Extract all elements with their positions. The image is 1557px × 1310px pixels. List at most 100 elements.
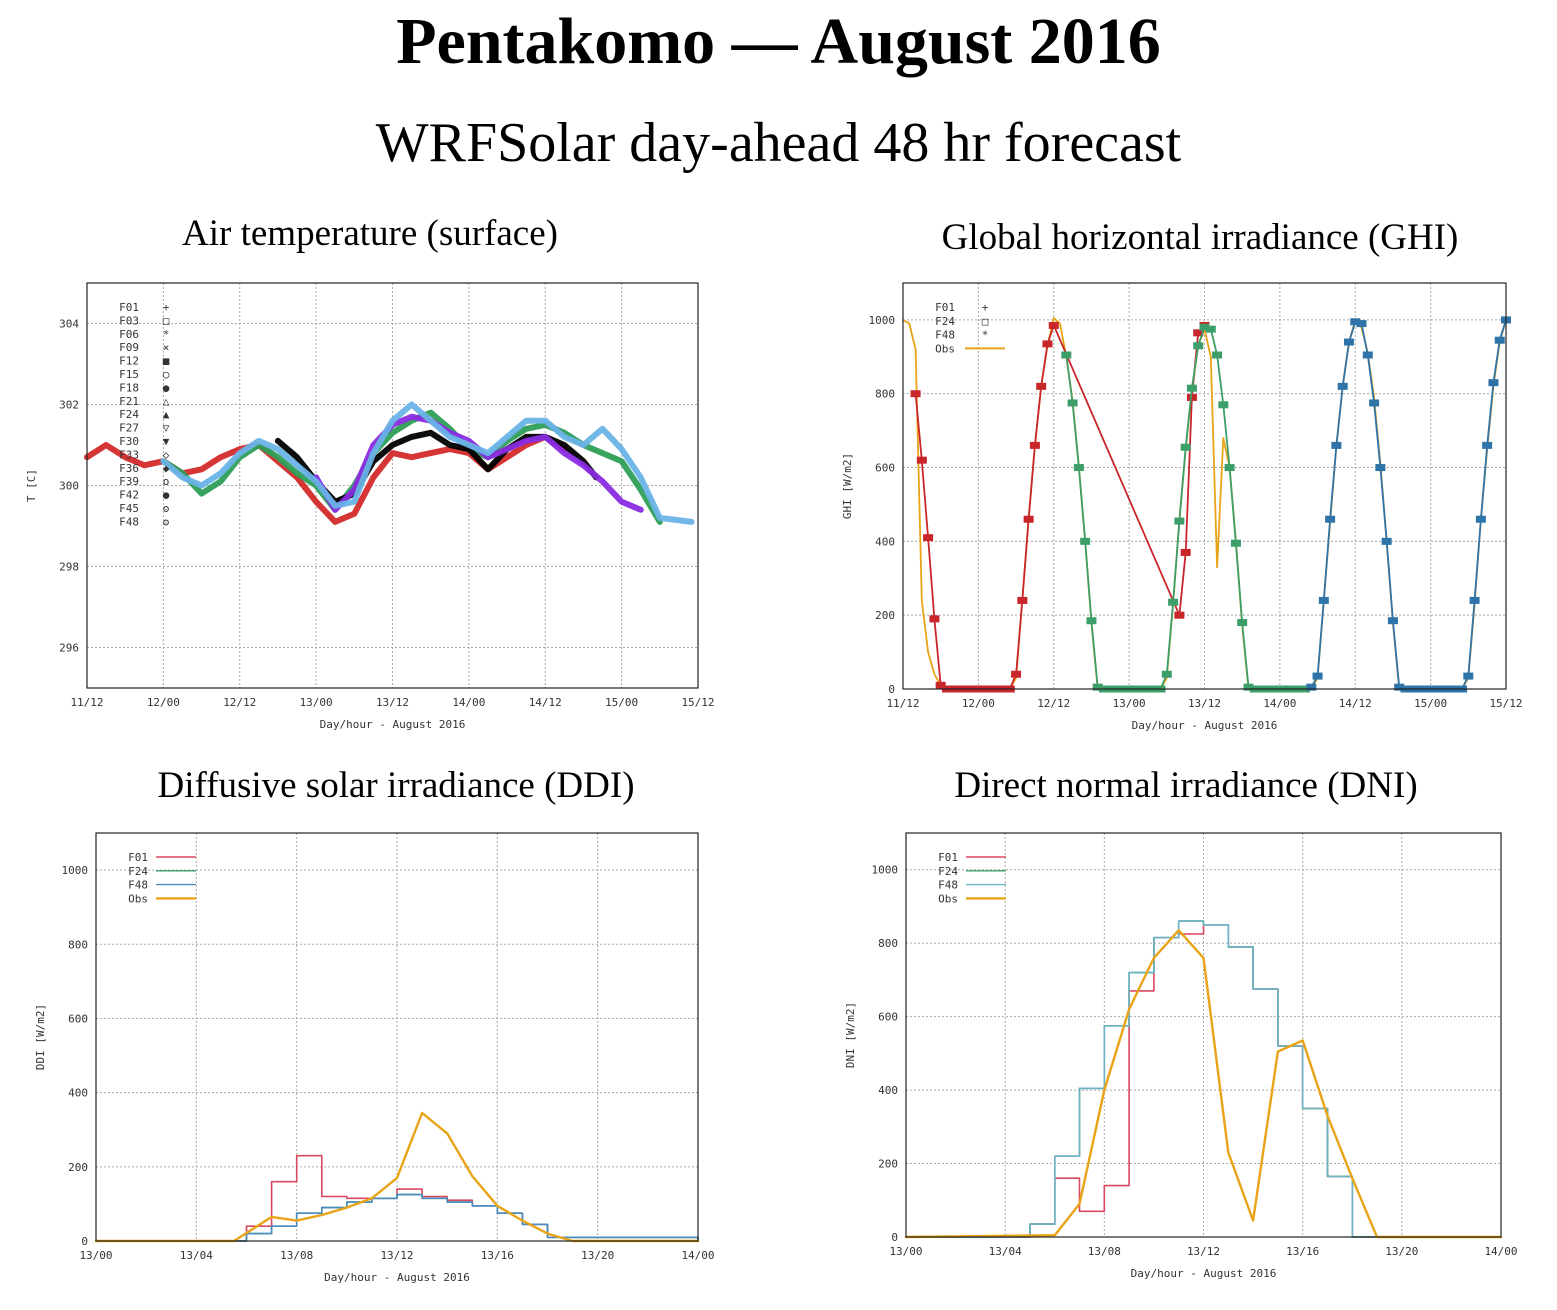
- dni-y-tick-label: 600: [878, 1011, 898, 1024]
- ddi-x-tick-label: 13/08: [280, 1249, 313, 1262]
- temp-x-tick-label: 11/12: [70, 696, 103, 709]
- temp-x-tick-label: 15/12: [681, 696, 714, 709]
- temp-x-tick-label: 12/12: [223, 696, 256, 709]
- temp-legend-label: F06: [119, 328, 139, 341]
- ddi-chart: 13/00 13/04 13/08 13/12 13/16 13/20 14/00 0 200 4…: [34, 832, 715, 1284]
- ghi-y-tick-label: 400: [875, 535, 895, 548]
- ghi-x-tick-label: 12/12: [1037, 697, 1070, 710]
- ghi-point-F24: [1086, 617, 1097, 625]
- temp-legend-marker: ʘ: [163, 502, 170, 515]
- ghi-point-F01: [1023, 515, 1034, 523]
- ghi-point-F24: [1161, 670, 1172, 678]
- temp-chart-title: Air temperature (surface): [182, 213, 558, 254]
- ghi-y-tick-label: 600: [875, 462, 895, 475]
- ghi-point-F48: [1463, 672, 1474, 680]
- ghi-point-F24: [1073, 464, 1084, 472]
- dni-y-tick-label: 1000: [872, 864, 899, 877]
- ghi-point-F48: [1488, 379, 1499, 387]
- temp-x-tick-label: 12/00: [147, 696, 180, 709]
- ghi-point-F24: [1186, 384, 1197, 392]
- ddi-y-tick-label: 400: [68, 1087, 88, 1100]
- dni-x-tick-label: 13/20: [1385, 1245, 1418, 1258]
- ghi-point-F48: [1381, 537, 1392, 545]
- temp-legend-marker: *: [163, 328, 170, 341]
- ghi-point-F01: [1011, 670, 1022, 678]
- dni-series-F48: [905, 920, 1502, 1238]
- ghi-point-F48: [1375, 464, 1386, 472]
- ghi-y-tick-label: 1000: [869, 314, 896, 327]
- temp-legend-label: F48: [119, 515, 139, 528]
- ghi-x-axis-label: Day/hour - August 2016: [1132, 719, 1278, 732]
- temp-legend-label: F15: [119, 368, 139, 381]
- ghi-point-F48: [1337, 382, 1348, 390]
- temp-chart: 11/12 12/00 12/12 13/00 13/12 14/00 14/12 15/00…: [25, 282, 715, 731]
- ddi-series-Obs: [94, 1111, 700, 1243]
- ghi-point-F24: [1092, 683, 1103, 691]
- ddi-legend-label: F01: [128, 851, 148, 864]
- temp-legend-label: F12: [119, 355, 139, 368]
- ghi-point-F24: [1243, 683, 1254, 691]
- ddi-y-tick-label: 1000: [62, 864, 89, 877]
- temp-legend-marker: ο: [163, 475, 170, 488]
- temp-legend-marker: ◆: [163, 462, 170, 475]
- temp-plot-frame: [86, 282, 699, 689]
- ghi-chart-title: Global horizontal irradiance (GHI): [941, 217, 1459, 258]
- ddi-legend-label: F48: [128, 879, 148, 892]
- temp-y-tick-label: 300: [59, 480, 79, 493]
- temp-legend-marker: △: [163, 395, 170, 408]
- ghi-point-F24: [1061, 351, 1072, 359]
- ghi-legend-marker: □: [982, 315, 989, 328]
- ghi-point-F48: [1350, 318, 1361, 326]
- ghi-y-axis-label: GHI [W/m2]: [841, 453, 854, 519]
- ghi-point-F48: [1343, 338, 1354, 346]
- temp-y-tick-label: 304: [59, 318, 79, 331]
- temp-legend-marker: ▼: [163, 435, 170, 448]
- ghi-x-tick-label: 13/12: [1188, 697, 1221, 710]
- temp-y-tick-label: 298: [59, 561, 79, 574]
- ghi-x-tick-label: 12/00: [962, 697, 995, 710]
- page-title: Pentakomo — August 2016: [396, 5, 1161, 78]
- ghi-point-F24: [1218, 401, 1229, 409]
- ghi-point-F48: [1312, 672, 1323, 680]
- temp-legend-marker: ▽: [163, 422, 170, 435]
- ghi-legend-label: Obs: [935, 342, 955, 355]
- ddi-x-tick-label: 13/16: [481, 1249, 514, 1262]
- ghi-point-F48: [1387, 617, 1398, 625]
- ghi-point-F01: [1042, 340, 1053, 348]
- temp-legend-marker: ×: [163, 341, 170, 354]
- ghi-point-F48: [1475, 515, 1486, 523]
- ddi-y-tick-label: 0: [81, 1235, 88, 1248]
- temp-legend-label: F45: [119, 502, 139, 515]
- ghi-point-F48: [1331, 441, 1342, 449]
- dni-y-tick-label: 400: [878, 1084, 898, 1097]
- ddi-legend-label: F24: [128, 865, 148, 878]
- dni-chart: 13/00 13/04 13/08 13/12 13/16 13/20 14/00 0 200 4…: [844, 832, 1518, 1280]
- ddi-x-tick-label: 13/20: [581, 1249, 614, 1262]
- temp-x-axis-label: Day/hour - August 2016: [320, 718, 466, 731]
- ddi-series-F48: [95, 1193, 699, 1242]
- temp-legend-label: F18: [119, 381, 139, 394]
- ghi-y-tick-label: 200: [875, 609, 895, 622]
- ddi-y-tick-label: 800: [68, 938, 88, 951]
- ghi-x-tick-label: 15/00: [1414, 697, 1447, 710]
- temp-legend-label: F03: [119, 314, 139, 327]
- ghi-point-F24: [1180, 443, 1191, 451]
- ddi-legend-label: Obs: [128, 892, 148, 905]
- temp-y-tick-label: 296: [59, 642, 79, 655]
- ghi-chart: 11/12 12/00 12/12 13/00 13/12 14/00 14/12 15/00…: [841, 282, 1523, 732]
- ddi-plot-frame: [95, 832, 699, 1242]
- dni-y-tick-label: 0: [891, 1231, 898, 1244]
- dni-y-tick-label: 200: [878, 1158, 898, 1171]
- ghi-point-F48: [1362, 351, 1373, 359]
- ghi-point-F01: [1017, 596, 1028, 604]
- temp-legend-label: F27: [119, 422, 139, 435]
- temp-legend-label: F01: [119, 301, 139, 314]
- ghi-point-F01: [1174, 611, 1185, 619]
- temp-legend-label: F09: [119, 341, 139, 354]
- ghi-point-F48: [1325, 515, 1336, 523]
- ghi-point-F01: [923, 534, 934, 542]
- temp-legend-marker: ●: [163, 489, 170, 502]
- ghi-legend-marker: *: [982, 329, 989, 342]
- ghi-x-tick-label: 13/00: [1113, 697, 1146, 710]
